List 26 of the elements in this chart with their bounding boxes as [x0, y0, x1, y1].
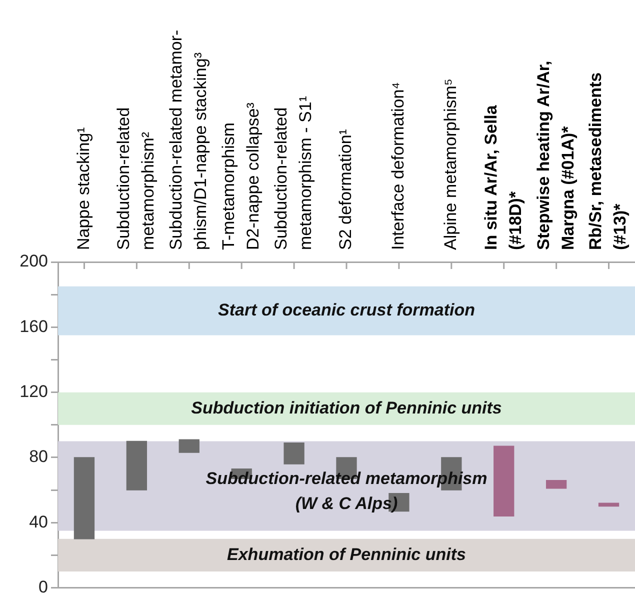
x-tick-label: Subduction-related metamorphism² — [114, 107, 158, 250]
band-label: Exhumation of Penninic units — [227, 544, 466, 564]
x-tick-label: Interface deformation⁴ — [388, 82, 408, 250]
x-tick-label: Stepwise heating Ar/Ar, Margna (#01A)* — [534, 60, 578, 250]
x-tick-label: T-metamorphism D2-nappe collapse³ — [219, 102, 263, 250]
bar — [284, 442, 304, 464]
band-label: Start of oceanic crust formation — [218, 300, 475, 320]
bar — [546, 480, 567, 489]
y-tick-label: 120 — [20, 382, 48, 402]
bar — [178, 439, 200, 453]
y-tick-label: 40 — [29, 512, 48, 532]
y-tick-label: 200 — [20, 252, 48, 271]
x-tick-label: In situ Ar/Ar, Sella (#18D)* — [481, 104, 525, 250]
y-tick-label: 80 — [29, 447, 48, 466]
bar — [74, 457, 95, 540]
x-tick-label: Alpine metamorphism⁵ — [441, 78, 460, 250]
x-tick-label: Nappe stacking¹ — [74, 126, 93, 250]
y-tick-label: 160 — [20, 316, 48, 336]
x-tick-label: Rb/Sr, metasediments (#13)* — [586, 72, 630, 250]
y-tick-label: 0 — [38, 577, 48, 596]
bar — [126, 440, 148, 490]
x-tick-label: S2 deformation¹ — [336, 128, 356, 250]
x-tick-label: Subduction-related metamorphism - S1¹ — [271, 96, 315, 250]
x-tick-label: Subduction-related metamor- phism/D1-nappe stacking³ — [166, 30, 210, 250]
bar — [494, 446, 514, 516]
band-label: Subduction initiation of Penninic units — [191, 398, 502, 418]
